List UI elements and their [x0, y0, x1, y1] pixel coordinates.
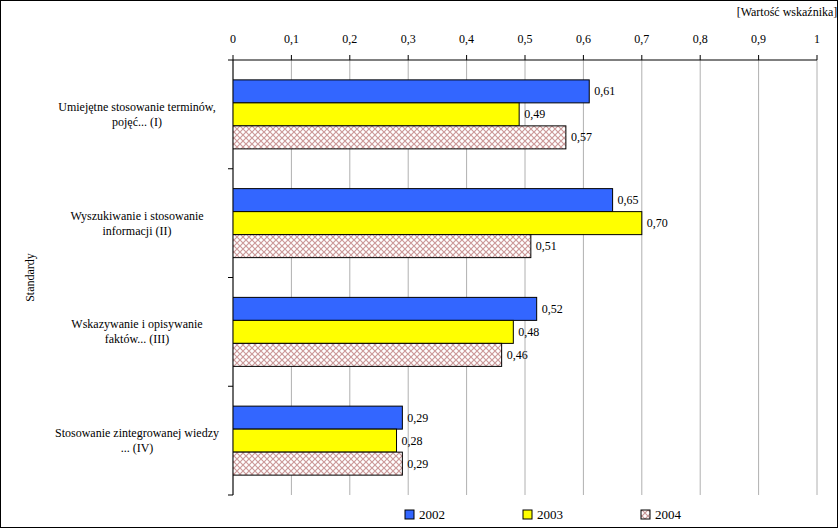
bar — [233, 80, 589, 103]
data-label: 0,49 — [524, 107, 545, 121]
bar — [233, 297, 537, 320]
tick-mark — [291, 55, 292, 60]
data-label: 0,48 — [518, 325, 539, 339]
bars — [233, 80, 642, 475]
y-axis-title: Standardy — [23, 253, 37, 302]
grid-line — [583, 60, 584, 495]
tick-mark — [233, 55, 234, 60]
tick-label: 0,4 — [459, 32, 474, 46]
legend-swatch — [523, 510, 532, 519]
tick-mark — [349, 55, 350, 60]
tick-label: 0,5 — [518, 32, 533, 46]
bar — [233, 235, 531, 258]
bar — [233, 406, 402, 429]
tick-label: 0,8 — [693, 32, 708, 46]
bar — [233, 343, 502, 366]
legend-swatch — [405, 510, 414, 519]
tick-mark — [758, 55, 759, 60]
category-label: Umiejętne stosowanie terminów,pojęć... (… — [58, 100, 216, 129]
tick-mark — [641, 55, 642, 60]
grid-line — [641, 60, 642, 495]
category-tick — [228, 277, 233, 278]
legend-swatch — [641, 510, 650, 519]
grid-line — [817, 60, 818, 495]
x-axis-title: [Wartość wskaźnika] — [737, 5, 838, 19]
tick-label: 0,6 — [576, 32, 591, 46]
legend: 2002 2003 2004 — [405, 507, 682, 522]
bar — [233, 429, 397, 452]
grid-line — [758, 60, 759, 495]
grid-line — [525, 60, 526, 495]
tick-mark — [466, 55, 467, 60]
bar — [233, 212, 642, 235]
category-tick — [228, 495, 233, 496]
data-label: 0,70 — [647, 216, 668, 230]
data-label: 0,51 — [536, 239, 557, 253]
category-label: Wskazywanie i opisywaniefaktów... (III) — [71, 317, 202, 346]
x-axis — [233, 60, 817, 61]
tick-label: 0 — [230, 32, 236, 46]
legend-label: 2003 — [537, 507, 563, 522]
tick-mark — [583, 55, 584, 60]
data-label: 0,29 — [407, 411, 428, 425]
category-tick — [228, 386, 233, 387]
bar — [233, 126, 566, 149]
data-label: 0,29 — [407, 457, 428, 471]
tick-label: 0,3 — [401, 32, 416, 46]
chart: 0 0,1 0,2 0,3 0,4 0,5 0,6 0,7 0,8 0,9 1 [Wartość ws… — [0, 0, 838, 528]
tick-mark — [700, 55, 701, 60]
bar — [233, 320, 513, 343]
tick-label: 0,2 — [342, 32, 357, 46]
tick-mark — [817, 55, 818, 60]
tick-label: 0,7 — [634, 32, 649, 46]
data-label: 0,28 — [402, 434, 423, 448]
tick-mark — [525, 55, 526, 60]
tick-label: 1 — [814, 32, 820, 46]
category-label: Wyszukiwanie i stosowanieinformacji (II) — [70, 209, 203, 238]
legend-label: 2002 — [419, 507, 445, 522]
bar — [233, 189, 613, 212]
data-label: 0,57 — [571, 130, 592, 144]
data-label: 0,46 — [507, 348, 528, 362]
bar — [233, 103, 519, 126]
data-labels: 0,61 0,65 0,52 0,29 0,49 0,70 0,48 0,28 0,57 0,51… — [402, 84, 668, 470]
data-label: 0,61 — [594, 84, 615, 98]
bar — [233, 452, 402, 475]
category-tick — [228, 60, 233, 61]
data-label: 0,65 — [618, 193, 639, 207]
frame — [1, 1, 838, 528]
tick-mark — [408, 55, 409, 60]
tick-label: 0,1 — [284, 32, 299, 46]
legend-label: 2004 — [655, 507, 682, 522]
data-label: 0,52 — [542, 302, 563, 316]
category-label: Stosowanie zintegrowanej wiedzy... (IV) — [55, 426, 219, 455]
grid-line — [700, 60, 701, 495]
category-tick — [228, 168, 233, 169]
tick-label: 0,9 — [751, 32, 766, 46]
